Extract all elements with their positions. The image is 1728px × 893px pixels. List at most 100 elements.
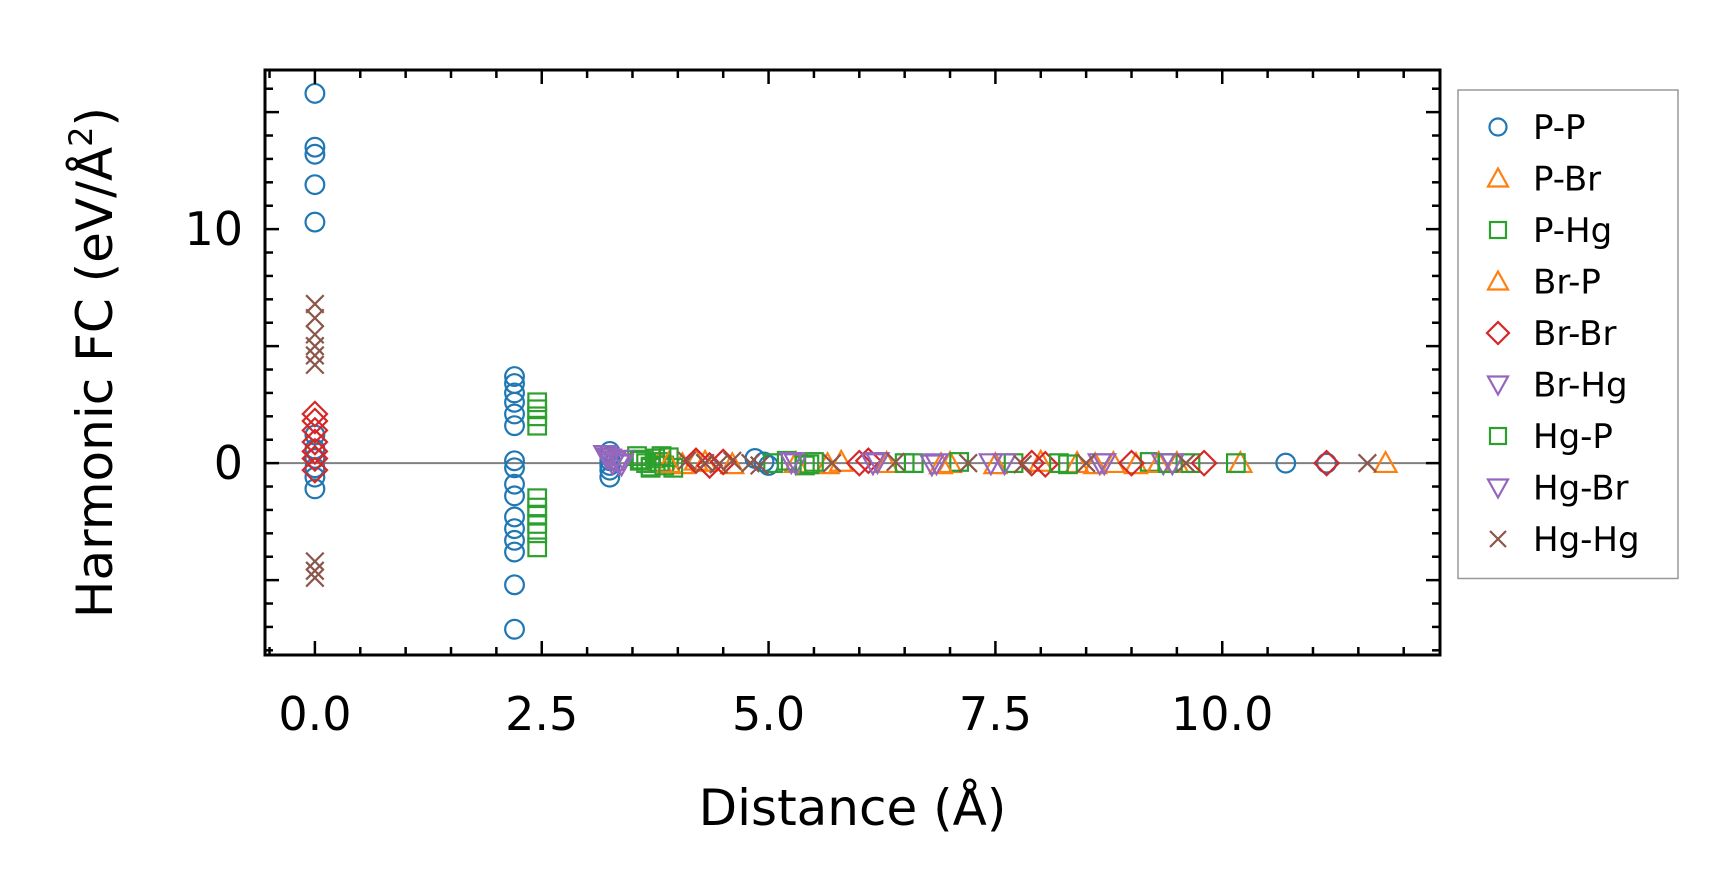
data-point [804, 452, 824, 472]
data-point [301, 428, 329, 456]
data-point [658, 447, 679, 468]
legend-marker [1488, 220, 1508, 240]
data-point [504, 485, 525, 507]
x-marker-stroke [709, 454, 729, 474]
data-point [305, 551, 325, 571]
data-point [651, 446, 672, 466]
y-axis-title-close: ) [66, 107, 124, 127]
data-point [1086, 453, 1113, 477]
data-point [305, 294, 325, 314]
x-axis-title: Distance (Å) [699, 779, 1007, 837]
data-point [1316, 452, 1338, 474]
x-marker-stroke [749, 455, 770, 476]
data-point [305, 561, 325, 581]
data-point [822, 453, 842, 473]
data-point [301, 444, 329, 473]
data-point [1312, 449, 1341, 477]
data-point [655, 449, 682, 474]
data-point [304, 82, 326, 104]
data-point [799, 454, 820, 475]
series-p-hg [527, 392, 1246, 558]
data-point [1100, 449, 1127, 474]
data-point [709, 448, 737, 476]
x-marker-stroke [305, 568, 325, 588]
series-p-p [304, 82, 1338, 640]
series-hg-br [594, 447, 1186, 478]
data-point [1159, 453, 1186, 477]
x-tick-label: 7.5 [959, 687, 1032, 741]
data-point [305, 336, 325, 356]
data-point [1117, 449, 1146, 477]
legend-item-br-br: Br-Br [1485, 314, 1617, 354]
legend-marker [1486, 478, 1510, 500]
data-point [504, 457, 525, 479]
data-point [504, 403, 525, 425]
legend-item-p-hg: P-Hg [1488, 211, 1612, 251]
data-point [903, 453, 924, 474]
legend-label: Hg-Br [1533, 469, 1629, 509]
data-point [301, 400, 329, 428]
legend-label: Br-Hg [1533, 366, 1628, 406]
data-point [305, 345, 325, 366]
legend-label: Hg-P [1533, 417, 1613, 457]
data-point [504, 473, 525, 495]
data-point [982, 451, 1009, 475]
x-marker-stroke [1013, 454, 1033, 474]
data-point [629, 450, 650, 471]
data-point [873, 449, 900, 474]
legend-item-p-p: P-P [1488, 108, 1586, 148]
data-point [1049, 453, 1069, 474]
data-point [722, 451, 742, 471]
x-marker-stroke [822, 453, 842, 473]
data-point [677, 451, 697, 471]
legend: P-P P-Br P-Hg Br-P Br-Br Br-Hg Hg-P Hg-Br Hg-Hg [1457, 89, 1679, 580]
data-point [1275, 452, 1297, 474]
data-point [919, 454, 945, 478]
legend-label: Hg-Hg [1533, 520, 1640, 560]
data-point [504, 518, 525, 540]
data-point [304, 466, 326, 488]
data-point [692, 448, 718, 472]
legend-marker [1486, 375, 1510, 397]
data-point [504, 574, 525, 596]
legend-label: P-Br [1533, 160, 1601, 200]
x-marker-stroke [305, 308, 325, 328]
data-point [527, 537, 548, 558]
legend-label: Br-Br [1533, 314, 1617, 354]
data-point [977, 453, 1004, 477]
legend-item-br-hg: Br-Hg [1486, 366, 1628, 406]
data-point [749, 455, 770, 476]
data-point [719, 451, 746, 475]
x-marker-stroke [1357, 453, 1377, 473]
data-point [991, 453, 1018, 477]
data-point [864, 452, 891, 476]
data-point [527, 415, 548, 436]
data-points-layer [301, 82, 1399, 640]
y-axis-title: Harmonic FC (eV/Å2) [62, 107, 124, 618]
data-point [845, 449, 873, 477]
x-tick-label: 10.0 [1171, 687, 1273, 741]
data-point [682, 447, 710, 475]
x-marker-stroke [305, 551, 325, 571]
series-hg-hg [305, 294, 1377, 588]
legend-label: Br-P [1533, 263, 1601, 303]
data-point [504, 366, 525, 387]
data-point [301, 437, 329, 466]
x-marker-stroke [740, 453, 761, 473]
data-point [1031, 450, 1059, 478]
data-point [1176, 453, 1196, 473]
x-marker-stroke [677, 451, 697, 471]
data-point [1076, 453, 1096, 473]
data-point [928, 451, 954, 475]
x-marker-stroke [1489, 530, 1507, 548]
legend-label: P-Hg [1533, 211, 1612, 251]
data-point [527, 523, 548, 544]
data-point [504, 618, 525, 640]
data-point [1225, 453, 1246, 474]
data-point [608, 454, 635, 478]
x-marker-stroke [305, 294, 325, 314]
x-tick-label: 5.0 [732, 687, 805, 741]
data-point [304, 143, 326, 165]
data-point [860, 453, 886, 477]
data-point [504, 415, 525, 437]
